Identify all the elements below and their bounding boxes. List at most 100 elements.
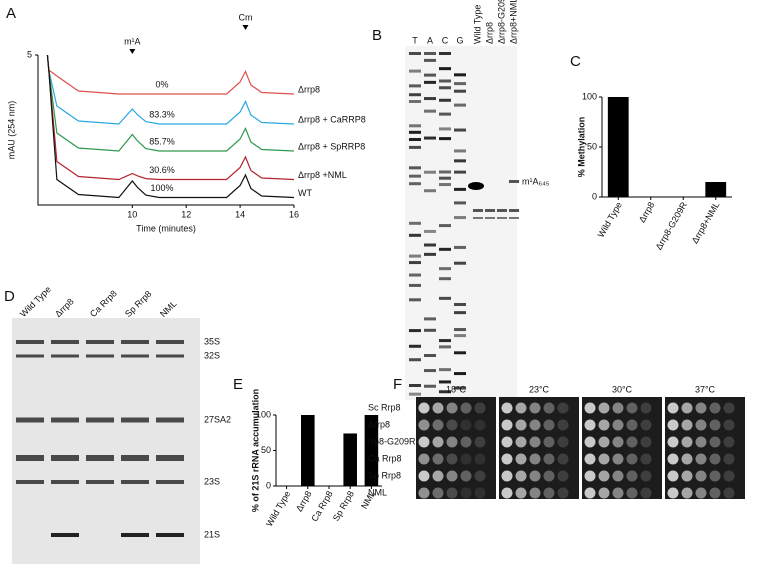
gel-band xyxy=(454,386,466,390)
bar xyxy=(705,182,727,197)
spot xyxy=(695,470,707,482)
spot xyxy=(460,453,472,465)
gel-band xyxy=(409,283,421,287)
gel-band xyxy=(409,99,421,103)
trace xyxy=(46,54,295,152)
gel-band xyxy=(409,344,421,348)
gel-band xyxy=(454,216,466,220)
spot xyxy=(667,453,679,465)
gel-band xyxy=(485,217,495,219)
gel-band xyxy=(121,480,149,484)
gel-band xyxy=(454,328,466,332)
plate xyxy=(665,397,745,499)
strain-label: NML xyxy=(368,487,387,497)
gel-band xyxy=(409,52,421,55)
gel-band xyxy=(454,82,466,86)
gel-band xyxy=(16,354,44,358)
gel-band xyxy=(454,261,466,265)
spot xyxy=(557,402,569,414)
gel-band xyxy=(439,368,451,372)
gel-band xyxy=(497,217,507,219)
spot xyxy=(640,436,652,448)
gel-band xyxy=(51,340,79,344)
gel-band xyxy=(439,247,451,251)
gel-band xyxy=(86,417,114,423)
spot xyxy=(640,419,652,431)
gel-band xyxy=(439,67,451,71)
gel-band xyxy=(16,417,44,423)
gel-band xyxy=(454,170,466,174)
gel-band xyxy=(409,145,421,149)
spot xyxy=(723,419,735,431)
spot xyxy=(557,453,569,465)
lane-label: A xyxy=(427,35,433,45)
gel-band xyxy=(439,137,451,141)
gel-band xyxy=(439,98,451,102)
gel-band xyxy=(86,354,114,358)
trace xyxy=(46,54,295,199)
gel-band xyxy=(454,187,466,191)
spot xyxy=(640,453,652,465)
spot xyxy=(543,419,555,431)
panel-letter: E xyxy=(233,376,243,393)
peak-arrow xyxy=(242,25,249,30)
trace-name: WT xyxy=(298,188,312,198)
spot xyxy=(612,487,624,499)
y-axis-label: % Methylation xyxy=(576,117,586,178)
spot xyxy=(584,470,596,482)
strain-label: Sp Rrp8 xyxy=(368,470,401,480)
gel-band xyxy=(121,455,149,461)
spot xyxy=(557,436,569,448)
strain-label: Sc Rrp8 xyxy=(368,402,401,412)
spot xyxy=(584,487,596,499)
gel-band xyxy=(454,103,466,107)
spot xyxy=(598,470,610,482)
spot xyxy=(584,419,596,431)
spot xyxy=(446,453,458,465)
bar xyxy=(364,415,379,486)
percent-label: 85.7% xyxy=(149,136,175,146)
y-tick-label: 50 xyxy=(587,141,597,151)
trace-name: Δrrp8 +NML xyxy=(298,170,347,180)
gel-band xyxy=(409,69,421,73)
spot xyxy=(723,453,735,465)
gel-band xyxy=(16,340,44,344)
lane-label: G xyxy=(456,35,463,45)
spot xyxy=(709,419,721,431)
spot xyxy=(474,402,486,414)
gel-band xyxy=(424,109,436,113)
gel-band xyxy=(409,221,421,225)
gel-band xyxy=(51,417,79,423)
lane-label: Wild Type xyxy=(472,5,482,44)
spot xyxy=(626,470,638,482)
lane-label: Wild Type xyxy=(18,284,53,319)
y-axis-label: % of 21S rRNA accumulation xyxy=(250,389,260,512)
spot xyxy=(418,436,430,448)
spot xyxy=(432,453,444,465)
gel-band xyxy=(409,84,421,88)
spot xyxy=(667,470,679,482)
y-tick-label: 5 xyxy=(27,49,32,59)
gel-band xyxy=(439,296,451,300)
spot xyxy=(543,436,555,448)
y-tick-label: 0 xyxy=(266,480,271,490)
spot xyxy=(432,419,444,431)
spot xyxy=(501,470,513,482)
lane-label: Δrrp8+NML xyxy=(508,0,518,44)
gel-band xyxy=(439,224,451,228)
spot xyxy=(529,487,541,499)
plate xyxy=(416,397,496,499)
trace xyxy=(46,54,295,181)
spot xyxy=(432,487,444,499)
gel-band xyxy=(509,180,519,183)
gel-background xyxy=(405,46,517,400)
gel-band xyxy=(409,383,421,387)
spot xyxy=(598,453,610,465)
gel-band xyxy=(454,351,466,355)
gel-band xyxy=(409,182,421,186)
plate xyxy=(499,397,579,499)
spot xyxy=(626,419,638,431)
panel-letter: C xyxy=(570,53,581,70)
gel-band xyxy=(439,390,451,394)
